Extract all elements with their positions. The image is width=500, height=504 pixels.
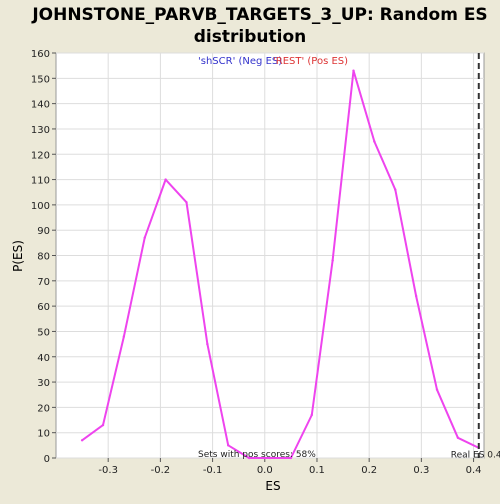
y-tick-label: 30: [37, 378, 50, 389]
pos-es-label: 'REST' (Pos ES): [273, 56, 348, 67]
y-tick-label: 80: [37, 252, 50, 263]
y-tick-label: 70: [37, 277, 50, 288]
y-tick-label: 110: [31, 176, 50, 187]
y-tick-label: 120: [31, 150, 50, 161]
real-es-label: Real ES 0.4: [451, 451, 500, 461]
pos-scores-label: Sets with pos scores: 58%: [198, 450, 316, 460]
y-tick-label: 60: [37, 302, 50, 313]
x-axis-label: ES: [265, 479, 280, 493]
data-point: [185, 201, 188, 204]
y-tick-label: 160: [31, 49, 50, 60]
chart-title-line-1: JOHNSTONE_PARVB_TARGETS_3_UP: Random ES: [31, 5, 487, 25]
data-point: [268, 456, 272, 460]
data-point: [331, 259, 334, 262]
data-point: [373, 140, 376, 143]
data-point: [435, 388, 439, 391]
data-point: [289, 456, 293, 460]
neg-es-label: 'shSCR' (Neg ES): [198, 56, 282, 67]
x-tick-label: -0.1: [203, 465, 223, 476]
data-point: [414, 294, 418, 298]
series-line: [81, 69, 480, 459]
data-point: [80, 439, 84, 442]
data-point: [206, 342, 209, 346]
x-tick-label: 0.4: [466, 465, 482, 476]
data-point: [394, 188, 397, 191]
y-tick-label: 130: [31, 125, 50, 136]
data-point: [310, 413, 313, 417]
data-point: [122, 335, 126, 338]
y-tick-label: 0: [44, 454, 50, 465]
data-point: [164, 178, 167, 181]
y-tick-label: 150: [31, 74, 50, 85]
y-tick-label: 40: [37, 353, 50, 364]
x-tick-label: 0.1: [309, 465, 325, 476]
chart-title-line-2: distribution: [194, 27, 306, 47]
x-tick-label: -0.2: [151, 465, 171, 476]
y-tick-label: 140: [31, 100, 50, 111]
data-point: [352, 69, 355, 72]
x-tick-label: 0.0: [257, 465, 273, 476]
x-tick-label: 0.2: [361, 465, 377, 476]
x-tick-label: -0.3: [98, 465, 118, 476]
data-point: [247, 456, 251, 460]
data-point: [456, 436, 460, 439]
x-tick-label: 0.3: [413, 465, 429, 476]
data-point: [101, 423, 105, 427]
y-axis-label: P(ES): [11, 240, 25, 272]
data-point: [143, 236, 146, 239]
y-tick-label: 50: [37, 327, 50, 338]
y-tick-label: 90: [37, 226, 50, 237]
y-tick-label: 10: [37, 429, 50, 440]
y-tick-label: 20: [37, 403, 50, 414]
data-point: [227, 444, 230, 447]
y-tick-label: 100: [31, 201, 50, 212]
